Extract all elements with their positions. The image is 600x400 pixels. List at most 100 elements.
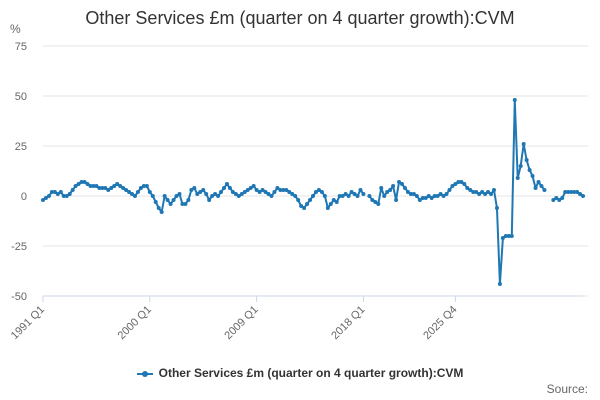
data-point[interactable] (468, 188, 473, 192)
data-point[interactable] (186, 198, 191, 202)
data-point[interactable] (370, 198, 375, 202)
series-path[interactable] (42, 99, 584, 285)
data-point[interactable] (578, 192, 583, 196)
data-point[interactable] (43, 196, 48, 200)
data-point[interactable] (560, 196, 565, 200)
data-point[interactable] (165, 198, 170, 202)
data-point[interactable] (221, 186, 226, 190)
data-point[interactable] (70, 188, 75, 192)
data-point[interactable] (438, 192, 443, 196)
data-point[interactable] (491, 188, 496, 192)
data-point[interactable] (566, 190, 571, 194)
data-point[interactable] (554, 196, 559, 200)
data-point[interactable] (299, 204, 304, 208)
data-point[interactable] (308, 198, 313, 202)
data-point[interactable] (411, 192, 416, 196)
data-point[interactable] (402, 186, 407, 190)
data-point[interactable] (275, 186, 280, 190)
data-point[interactable] (227, 186, 232, 190)
data-point[interactable] (420, 196, 425, 200)
data-point[interactable] (563, 190, 568, 194)
data-point[interactable] (459, 180, 464, 184)
data-point[interactable] (88, 184, 93, 188)
data-point[interactable] (388, 188, 393, 192)
data-point[interactable] (542, 188, 547, 192)
data-point[interactable] (456, 180, 461, 184)
data-point[interactable] (432, 194, 437, 198)
data-point[interactable] (319, 190, 324, 194)
data-point[interactable] (79, 180, 84, 184)
data-point[interactable] (144, 184, 149, 188)
data-point[interactable] (287, 190, 292, 194)
data-point[interactable] (497, 282, 502, 286)
data-point[interactable] (417, 198, 422, 202)
data-point[interactable] (138, 186, 143, 190)
data-point[interactable] (177, 192, 182, 196)
data-point[interactable] (293, 194, 298, 198)
data-point[interactable] (239, 192, 244, 196)
data-point[interactable] (162, 194, 167, 198)
data-point[interactable] (486, 190, 491, 194)
data-point[interactable] (281, 188, 286, 192)
data-point[interactable] (462, 182, 467, 186)
data-point[interactable] (340, 194, 345, 198)
data-point[interactable] (248, 186, 253, 190)
data-point[interactable] (58, 190, 63, 194)
data-point[interactable] (373, 200, 378, 204)
data-point[interactable] (82, 180, 87, 184)
data-point[interactable] (278, 188, 283, 192)
data-point[interactable] (302, 206, 307, 210)
data-point[interactable] (85, 182, 90, 186)
data-point[interactable] (521, 142, 526, 146)
data-point[interactable] (474, 190, 479, 194)
data-point[interactable] (230, 190, 235, 194)
data-point[interactable] (242, 190, 247, 194)
data-point[interactable] (168, 202, 173, 206)
data-point[interactable] (477, 192, 482, 196)
data-point[interactable] (189, 188, 194, 192)
data-point[interactable] (480, 190, 485, 194)
data-point[interactable] (539, 184, 544, 188)
data-point[interactable] (67, 192, 72, 196)
data-point[interactable] (325, 206, 330, 210)
data-point[interactable] (127, 190, 132, 194)
data-point[interactable] (311, 194, 315, 198)
data-point[interactable] (216, 194, 221, 198)
data-point[interactable] (441, 194, 446, 198)
data-point[interactable] (313, 190, 318, 194)
data-point[interactable] (204, 192, 209, 196)
data-point[interactable] (444, 192, 449, 196)
data-point[interactable] (233, 192, 238, 196)
data-point[interactable] (115, 182, 120, 186)
data-point[interactable] (358, 188, 363, 192)
data-point[interactable] (530, 174, 535, 178)
data-point[interactable] (305, 202, 310, 206)
data-point[interactable] (414, 194, 419, 198)
data-point[interactable] (400, 182, 405, 186)
data-point[interactable] (355, 194, 360, 198)
data-point[interactable] (385, 190, 390, 194)
data-point[interactable] (236, 194, 241, 198)
data-point[interactable] (527, 168, 532, 172)
data-point[interactable] (106, 188, 111, 192)
data-point[interactable] (382, 194, 387, 198)
data-point[interactable] (52, 190, 57, 194)
data-point[interactable] (352, 192, 357, 196)
data-point[interactable] (55, 192, 60, 196)
data-point[interactable] (334, 200, 339, 204)
data-point[interactable] (207, 198, 212, 202)
data-point[interactable] (201, 188, 206, 192)
data-point[interactable] (269, 194, 274, 198)
data-point[interactable] (61, 194, 66, 198)
data-point[interactable] (103, 186, 108, 190)
data-point[interactable] (426, 194, 431, 198)
data-point[interactable] (575, 190, 580, 194)
data-point[interactable] (97, 186, 102, 190)
data-point[interactable] (376, 202, 381, 206)
data-point[interactable] (581, 194, 585, 198)
data-point[interactable] (296, 198, 301, 202)
data-point[interactable] (130, 192, 135, 196)
data-point[interactable] (394, 198, 399, 202)
data-point[interactable] (471, 190, 476, 194)
data-point[interactable] (195, 192, 200, 196)
